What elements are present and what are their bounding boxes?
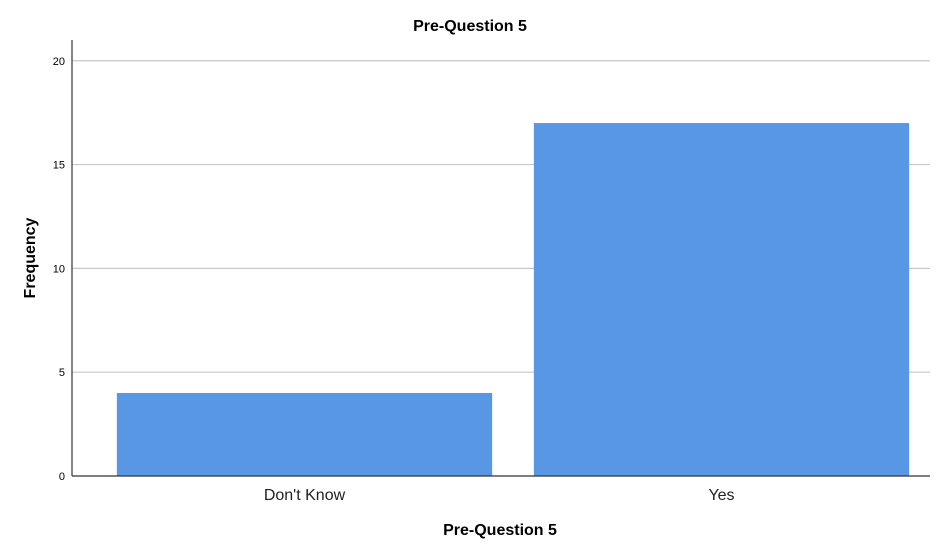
y-tick-label: 10	[53, 263, 65, 275]
bar-don-t-know	[116, 392, 493, 476]
y-tick-label: 15	[53, 160, 65, 172]
y-tick-label: 5	[59, 367, 65, 379]
y-tick-label: 20	[53, 56, 65, 68]
bar-yes	[533, 123, 910, 477]
x-tick-labels: Don't Know Yes	[264, 487, 735, 504]
bars	[116, 123, 910, 477]
x-axis-label: Pre-Question 5	[443, 522, 557, 539]
chart-title: Pre-Question 5	[413, 18, 527, 35]
x-tick-label: Yes	[708, 487, 734, 504]
y-tick-label: 0	[59, 471, 65, 483]
y-tick-labels: 0 5 10 15 20	[53, 56, 65, 483]
x-tick-label: Don't Know	[264, 487, 346, 504]
y-axis-label: Frequency	[22, 217, 39, 298]
